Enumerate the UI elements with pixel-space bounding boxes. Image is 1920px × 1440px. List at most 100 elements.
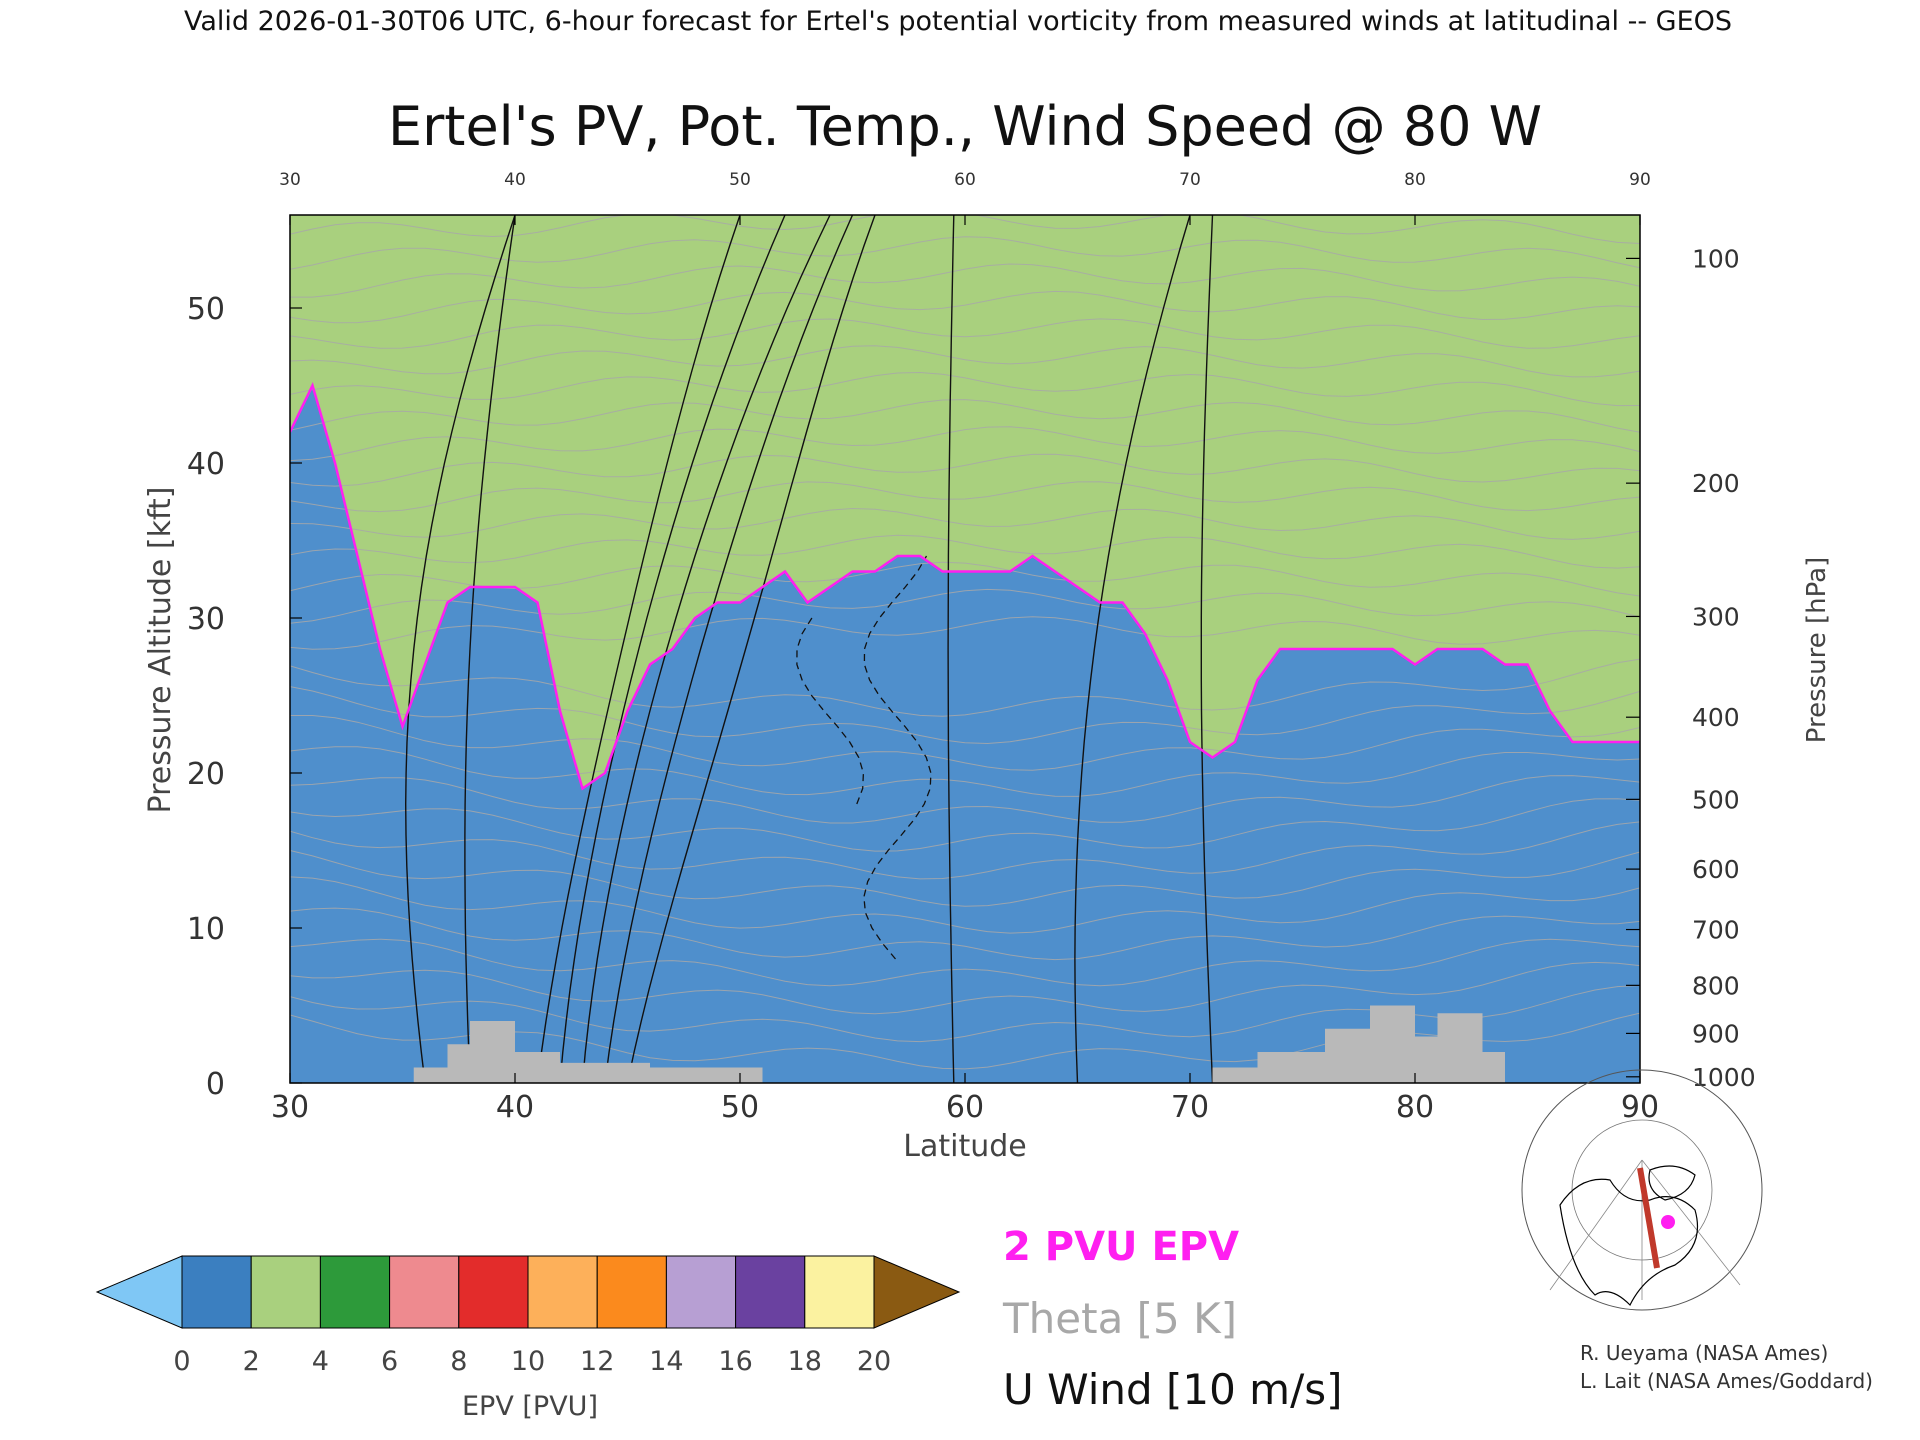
terrain-block-3 xyxy=(470,1021,515,1083)
terrain-block-6 xyxy=(650,1067,763,1083)
theta-contour-13 xyxy=(290,686,1640,745)
pressure-tick-label: 300 xyxy=(1692,602,1740,631)
u-wind-contour-1 xyxy=(536,215,741,1083)
colorbar-label: EPV [PVU] xyxy=(462,1391,598,1422)
y-axis-label: Pressure Altitude [kft] xyxy=(143,487,178,814)
colorbar-tick-label: 8 xyxy=(450,1346,467,1377)
colorbar-segment-8 xyxy=(665,1255,737,1329)
legend-pvu: 2 PVU EPV xyxy=(1003,1224,1239,1270)
colorbar-tick-label: 0 xyxy=(173,1346,190,1377)
x-tick-label: 60 xyxy=(946,1090,984,1125)
colorbar-segment-1 xyxy=(181,1255,252,1329)
colorbar-under-arrow xyxy=(95,1255,183,1329)
x-axis-bottom: 30 40 50 60 70 80 90 xyxy=(271,1073,1659,1125)
two-pvu-contour xyxy=(290,382,1640,791)
y-tick-label: 20 xyxy=(187,757,225,792)
x-top-tick-label: 70 xyxy=(1179,170,1201,190)
terrain-block-4 xyxy=(515,1052,560,1083)
theta-contour-21 xyxy=(290,453,1640,487)
terrain-block-10 xyxy=(1370,1005,1415,1083)
colorbar-segment-4 xyxy=(389,1255,460,1329)
theta-contour-23 xyxy=(290,399,1640,433)
theta-contour-10 xyxy=(290,775,1640,824)
x-axis-top: 30 40 50 60 70 80 90 xyxy=(279,170,1651,225)
theta-contour-5 xyxy=(290,907,1640,961)
y-tick-label: 30 xyxy=(187,602,225,637)
pressure-tick-label: 100 xyxy=(1692,244,1740,273)
theta-contour-12 xyxy=(290,715,1640,771)
theta-contour-29 xyxy=(290,236,1640,270)
x-top-tick-label: 30 xyxy=(279,170,301,190)
theta-contour-7 xyxy=(290,850,1640,907)
colorbar-over-arrow xyxy=(873,1255,961,1329)
theta-contour-6 xyxy=(290,876,1640,934)
colorbar: 0 2 4 6 8 10 12 14 16 18 20 xyxy=(95,1255,961,1377)
u-wind-contour-2 xyxy=(559,215,786,1083)
theta-contour-22 xyxy=(290,426,1640,462)
x-tick-label: 90 xyxy=(1621,1090,1659,1125)
x-tick-label: 50 xyxy=(721,1090,759,1125)
theta-contour-24 xyxy=(290,371,1640,407)
colorbar-segment-3 xyxy=(319,1255,391,1329)
theta-contour-18 xyxy=(290,534,1640,569)
theta-contour-30 xyxy=(290,215,1640,244)
colorbar-segment-10 xyxy=(804,1255,875,1329)
u-wind-contour-10 xyxy=(1200,215,1214,1083)
pressure-tick-label: 800 xyxy=(1692,971,1740,1000)
y2-axis-label: Pressure [hPa] xyxy=(1802,557,1832,744)
u-wind-contour-6 xyxy=(947,215,955,1083)
colorbar-tick-label: 10 xyxy=(511,1346,545,1377)
inset-map-marker xyxy=(1661,1215,1675,1229)
terrain-mask xyxy=(413,1005,1505,1083)
x-tick-label: 70 xyxy=(1171,1090,1209,1125)
theta-contour-28 xyxy=(290,263,1640,298)
colorbar-tick-label: 2 xyxy=(243,1346,260,1377)
colorbar-tick-label: 20 xyxy=(857,1346,891,1377)
colorbar-segment-2 xyxy=(250,1255,321,1329)
y-tick-label: 10 xyxy=(187,912,225,947)
x-top-tick-label: 60 xyxy=(954,170,976,190)
colorbar-segment-9 xyxy=(735,1255,806,1329)
theta-contour-3 xyxy=(290,961,1640,1015)
theta-contour-14 xyxy=(290,658,1640,717)
y-tick-label: 40 xyxy=(187,447,225,482)
colorbar-segment-7 xyxy=(596,1255,667,1329)
cross-section-line xyxy=(1637,1167,1660,1269)
pressure-tick-label: 200 xyxy=(1692,469,1740,498)
terrain-block-13 xyxy=(1482,1052,1505,1083)
credit-line-1: R. Ueyama (NASA Ames) xyxy=(1580,1341,1828,1365)
colorbar-tick-label: 12 xyxy=(580,1346,614,1377)
colorbar-tick-label: 18 xyxy=(788,1346,822,1377)
x-top-tick-label: 40 xyxy=(504,170,526,190)
pv-layer-1 xyxy=(290,215,1640,789)
y-tick-label: 0 xyxy=(206,1067,225,1102)
u-wind-contour-3 xyxy=(581,215,831,1083)
u-wind-contour-4 xyxy=(604,215,854,1083)
legend-theta: Theta [5 K] xyxy=(1002,1294,1237,1343)
x-tick-label: 30 xyxy=(271,1090,309,1125)
x-top-tick-label: 50 xyxy=(729,170,751,190)
inset-map-coastlines xyxy=(1559,1178,1699,1307)
inset-map xyxy=(1521,1069,1763,1311)
y-axis-right-pressure: 1000 900 800 700 600 500 400 300 200 100 xyxy=(1626,244,1756,1092)
x-tick-label: 80 xyxy=(1396,1090,1434,1125)
pressure-tick-label: 900 xyxy=(1692,1019,1740,1048)
theta-contour-16 xyxy=(290,588,1640,624)
theta-contour-25 xyxy=(290,345,1640,378)
colorbar-tick-label: 14 xyxy=(649,1346,683,1377)
terrain-block-12 xyxy=(1437,1013,1483,1083)
pressure-tick-label: 700 xyxy=(1692,916,1740,945)
theta-contour-15 xyxy=(290,616,1640,650)
u-wind-contour-5 xyxy=(626,215,876,1083)
y-tick-label: 50 xyxy=(187,292,225,327)
colorbar-segment-5 xyxy=(458,1255,529,1329)
colorbar-tick-label: 16 xyxy=(718,1346,752,1377)
u-wind-contour-8 xyxy=(464,215,516,1083)
x-tick-label: 40 xyxy=(496,1090,534,1125)
colorbar-tick-label: 6 xyxy=(381,1346,398,1377)
u-wind-contours xyxy=(404,215,1214,1083)
colorbar-tick-label: 4 xyxy=(312,1346,329,1377)
theta-contour-19 xyxy=(290,507,1640,540)
u-wind-contour-7 xyxy=(404,215,516,1083)
